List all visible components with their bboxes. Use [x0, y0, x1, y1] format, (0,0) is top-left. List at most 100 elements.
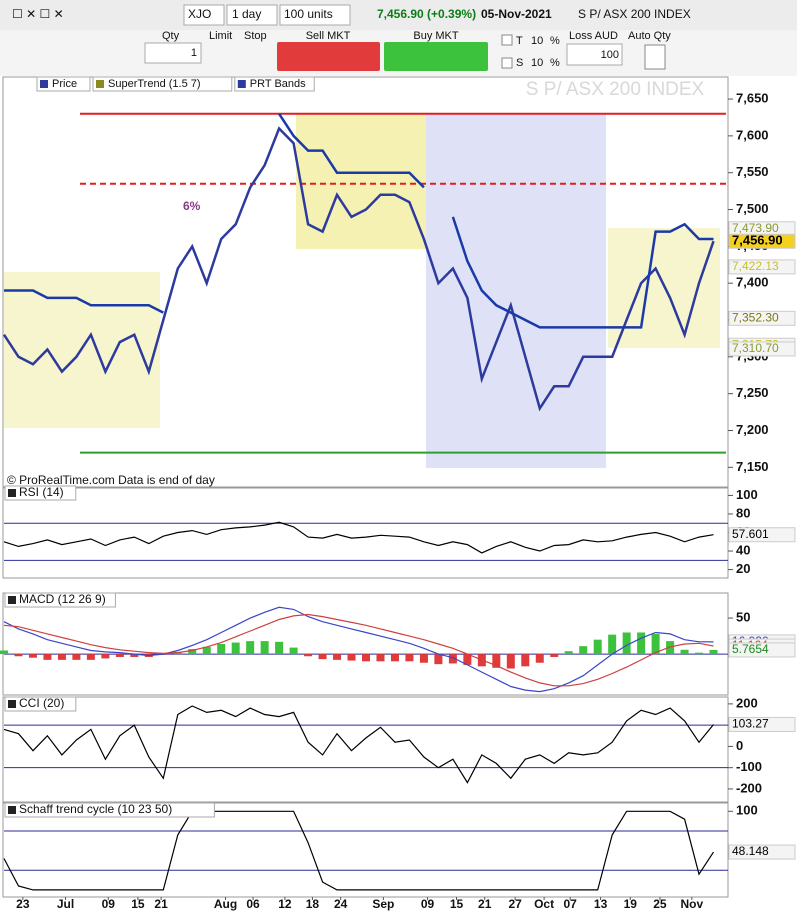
panel-icon [8, 596, 16, 604]
x-tick-label: 15 [131, 897, 145, 911]
histogram-bar [448, 654, 457, 664]
panel-icon [8, 489, 16, 497]
loss-input[interactable] [566, 43, 623, 66]
schaff-panel [2, 802, 729, 898]
sell-button[interactable] [277, 42, 380, 71]
x-tick-label: 12 [278, 897, 292, 911]
window-icons[interactable]: ☐ ✕ ☐ ✕ [12, 7, 64, 21]
x-tick-label: 21 [154, 897, 168, 911]
y-tick-label: 100 [736, 487, 758, 502]
panel-title: Schaff trend cycle (10 23 50) [19, 802, 172, 816]
x-tick-label: Aug [214, 897, 237, 911]
x-tick-label: 09 [421, 897, 435, 911]
band-area [426, 114, 606, 468]
qty-label: Qty [162, 30, 180, 42]
x-tick-label: 18 [306, 897, 320, 911]
series-line [3, 705, 714, 784]
histogram-bar [202, 646, 211, 655]
period-box[interactable] [226, 4, 278, 26]
y-tick-label: 7,150 [736, 459, 769, 474]
histogram-bar [521, 654, 530, 667]
period[interactable]: 1 day [232, 7, 261, 21]
x-tick-label: Oct [534, 897, 554, 911]
histogram-bar [246, 641, 255, 655]
y-tick-label: 7,500 [736, 201, 769, 216]
stop-label[interactable]: Stop [244, 30, 267, 42]
histogram-bar [14, 654, 23, 657]
qty-input[interactable] [144, 42, 202, 64]
panel-title: CCI (20) [19, 696, 64, 710]
macd-panel [2, 592, 729, 696]
histogram-bar [492, 654, 501, 668]
x-tick-label: Sep [372, 897, 394, 911]
histogram-bar [695, 652, 704, 655]
histogram-bar [130, 654, 139, 657]
credit: © ProRealTime.com Data is end of day [7, 473, 215, 487]
panel-title-box [4, 802, 215, 818]
legend-label: SuperTrend (1.5 7) [108, 78, 201, 90]
price-label: 7,352.30 [732, 310, 779, 324]
legend-swatch [40, 80, 48, 88]
t-value[interactable]: 10 [531, 35, 543, 47]
units[interactable]: 100 units [284, 7, 333, 21]
histogram-bar [231, 642, 240, 655]
buy-label[interactable]: Buy MKT [413, 30, 459, 42]
histogram-bar [680, 649, 689, 655]
price-label: 7,422.13 [732, 259, 779, 273]
x-tick-label: 21 [478, 897, 492, 911]
legend-label: Price [52, 78, 77, 90]
legend-box [234, 76, 315, 92]
series-line [3, 521, 714, 554]
histogram-bar [463, 654, 472, 665]
price-label-box [728, 233, 796, 249]
checkbox[interactable] [501, 34, 513, 46]
x-tick-label: 09 [102, 897, 116, 911]
y-tick-label: -100 [736, 759, 762, 774]
t-label: T [516, 35, 523, 47]
symbol[interactable]: XJO [188, 7, 211, 21]
legend-box [36, 76, 91, 92]
histogram-bar [86, 654, 95, 660]
price-label: 57.601 [732, 527, 769, 541]
histogram-bar [28, 654, 37, 658]
checkbox[interactable] [501, 57, 513, 69]
panel-title-box [4, 592, 116, 608]
price-label-box [728, 259, 796, 275]
histogram-bar [347, 654, 356, 661]
x-tick-label: 19 [624, 897, 638, 911]
price-label: 103.27 [732, 717, 769, 731]
s-value[interactable]: 10 [531, 57, 543, 69]
last-date: 05-Nov-2021 [481, 7, 552, 21]
toolbar [0, 0, 797, 30]
histogram-bar [0, 650, 8, 655]
histogram-bar [666, 641, 675, 655]
histogram-bar [419, 654, 428, 663]
limit-label[interactable]: Limit [209, 30, 232, 42]
panel-title-box [4, 485, 77, 501]
loss-value[interactable]: 100 [601, 49, 619, 61]
auto-qty-icon[interactable] [644, 44, 666, 70]
symbol-box[interactable] [183, 4, 225, 26]
y-tick-label: 7,600 [736, 127, 769, 142]
price-label-box [728, 844, 796, 860]
y-tick-label: 80 [736, 505, 750, 520]
qty-value[interactable]: 1 [191, 47, 197, 59]
histogram-bar [637, 632, 646, 655]
s-label: S [516, 57, 523, 69]
buy-button[interactable] [384, 42, 488, 71]
legend-swatch [237, 80, 246, 88]
x-tick-label: Jul [57, 897, 74, 911]
units-box[interactable] [279, 4, 351, 26]
histogram-bar [390, 654, 399, 662]
sell-label[interactable]: Sell MKT [306, 30, 351, 42]
x-tick-label: Nov [680, 897, 703, 911]
x-tick-label: 07 [563, 897, 577, 911]
watermark: S P/ ASX 200 INDEX [526, 79, 705, 100]
histogram-bar [362, 654, 370, 662]
panel-icon [8, 700, 16, 708]
series-line [3, 606, 714, 693]
histogram-bar [72, 654, 81, 660]
series-line [3, 810, 715, 891]
histogram-bar [434, 654, 443, 665]
